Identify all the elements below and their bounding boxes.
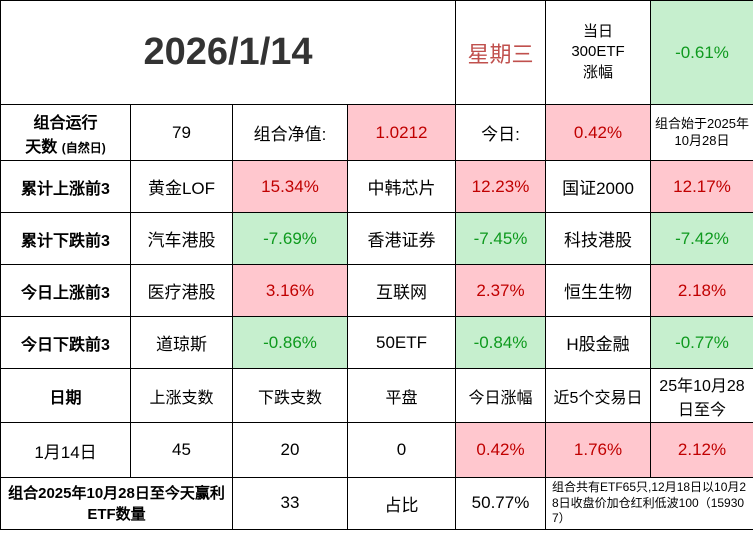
weekday-label: 星期三 — [455, 0, 546, 105]
etf-name: 互联网 — [347, 264, 456, 317]
today-change-value: 0.42% — [545, 104, 651, 161]
date-header: 日期 — [0, 368, 131, 423]
etf-name: 中韩芯片 — [347, 160, 456, 213]
last5days-pct: 1.76% — [545, 422, 651, 478]
etf-change: 2.18% — [650, 264, 753, 317]
etf-change: 15.34% — [232, 160, 348, 213]
run-days-label-natural: (自然日) — [61, 140, 106, 155]
winning-etf-count-value: 33 — [232, 477, 348, 530]
ratio-label: 占比 — [347, 477, 456, 530]
today-change-header: 今日涨幅 — [455, 368, 546, 423]
today-gainers-row: 今日上涨前3 医疗港股 3.16% 互联网 2.37% 恒生生物 2.18% — [0, 264, 753, 317]
etf-name: 汽车港股 — [130, 212, 233, 265]
cumulative-gainers-row: 累计上涨前3 黄金LOF 15.34% 中韩芯片 12.23% 国证2000 1… — [0, 160, 753, 213]
etf-change: -0.77% — [650, 316, 753, 369]
etf-name: 医疗港股 — [130, 264, 233, 317]
portfolio-note: 组合共有ETF65只,12月18日以10月28日收盘价加仓红利低波100（159… — [545, 477, 753, 530]
etf-change: -0.84% — [455, 316, 546, 369]
nav-label: 组合净值: — [232, 104, 348, 161]
etf-name: 国证2000 — [545, 160, 651, 213]
etf-name: 道琼斯 — [130, 316, 233, 369]
date-value: 1月14日 — [0, 422, 131, 478]
unchanged-value: 0 — [347, 422, 456, 478]
etf-name: 科技港股 — [545, 212, 651, 265]
etf-change: -7.45% — [455, 212, 546, 265]
advancers-value: 45 — [130, 422, 233, 478]
cumulative-losers-label: 累计下跌前3 — [0, 212, 131, 265]
run-days-label-line2: 天数 — [25, 138, 58, 156]
start-date-note: 组合始于2025年10月28日 — [650, 104, 753, 161]
cumulative-losers-row: 累计下跌前3 汽车港股 -7.69% 香港证券 -7.45% 科技港股 -7.4… — [0, 212, 753, 265]
index-300etf-label: 当日 300ETF 涨幅 — [545, 0, 651, 105]
advancers-header: 上涨支数 — [130, 368, 233, 423]
etf-change: -7.42% — [650, 212, 753, 265]
cumulative-gainers-label: 累计上涨前3 — [0, 160, 131, 213]
etf-name: 香港证券 — [347, 212, 456, 265]
etf-name: 黄金LOF — [130, 160, 233, 213]
since-start-pct: 2.12% — [650, 422, 753, 478]
run-days-value: 79 — [130, 104, 233, 161]
decliners-header: 下跌支数 — [232, 368, 348, 423]
etf-change: 12.17% — [650, 160, 753, 213]
summary-row: 组合2025年10月28日至今天赢利ETF数量 33 占比 50.77% 组合共… — [0, 477, 753, 530]
index-300etf-change: -0.61% — [650, 0, 753, 105]
today-label: 今日: — [455, 104, 546, 161]
today-gainers-label: 今日上涨前3 — [0, 264, 131, 317]
etf-change: 12.23% — [455, 160, 546, 213]
daily-stats-header-row: 日期 上涨支数 下跌支数 平盘 今日涨幅 近5个交易日 25年10月28日至今 — [0, 368, 753, 423]
run-days-label-line1: 组合运行 — [33, 114, 98, 132]
ratio-value: 50.77% — [455, 477, 546, 530]
etf-change: -0.86% — [232, 316, 348, 369]
etf-name: H股金融 — [545, 316, 651, 369]
today-change-pct: 0.42% — [455, 422, 546, 478]
daily-stats-value-row: 1月14日 45 20 0 0.42% 1.76% 2.12% — [0, 422, 753, 478]
etf-name: 恒生生物 — [545, 264, 651, 317]
unchanged-header: 平盘 — [347, 368, 456, 423]
run-days-label: 组合运行 天数 (自然日) — [0, 104, 131, 161]
today-losers-row: 今日下跌前3 道琼斯 -0.86% 50ETF -0.84% H股金融 -0.7… — [0, 316, 753, 369]
today-losers-label: 今日下跌前3 — [0, 316, 131, 369]
etf-change: 2.37% — [455, 264, 546, 317]
nav-value: 1.0212 — [347, 104, 456, 161]
winning-etf-count-label: 组合2025年10月28日至今天赢利ETF数量 — [0, 477, 233, 530]
page-title-date: 2026/1/14 — [0, 0, 456, 105]
since-start-header: 25年10月28日至今 — [650, 368, 753, 423]
header-row: 2026/1/14 星期三 当日 300ETF 涨幅 -0.61% — [0, 0, 753, 105]
etf-change: 3.16% — [232, 264, 348, 317]
portfolio-summary-row: 组合运行 天数 (自然日) 79 组合净值: 1.0212 今日: 0.42% … — [0, 104, 753, 161]
etf-change: -7.69% — [232, 212, 348, 265]
last5days-header: 近5个交易日 — [545, 368, 651, 423]
etf-name: 50ETF — [347, 316, 456, 369]
decliners-value: 20 — [232, 422, 348, 478]
